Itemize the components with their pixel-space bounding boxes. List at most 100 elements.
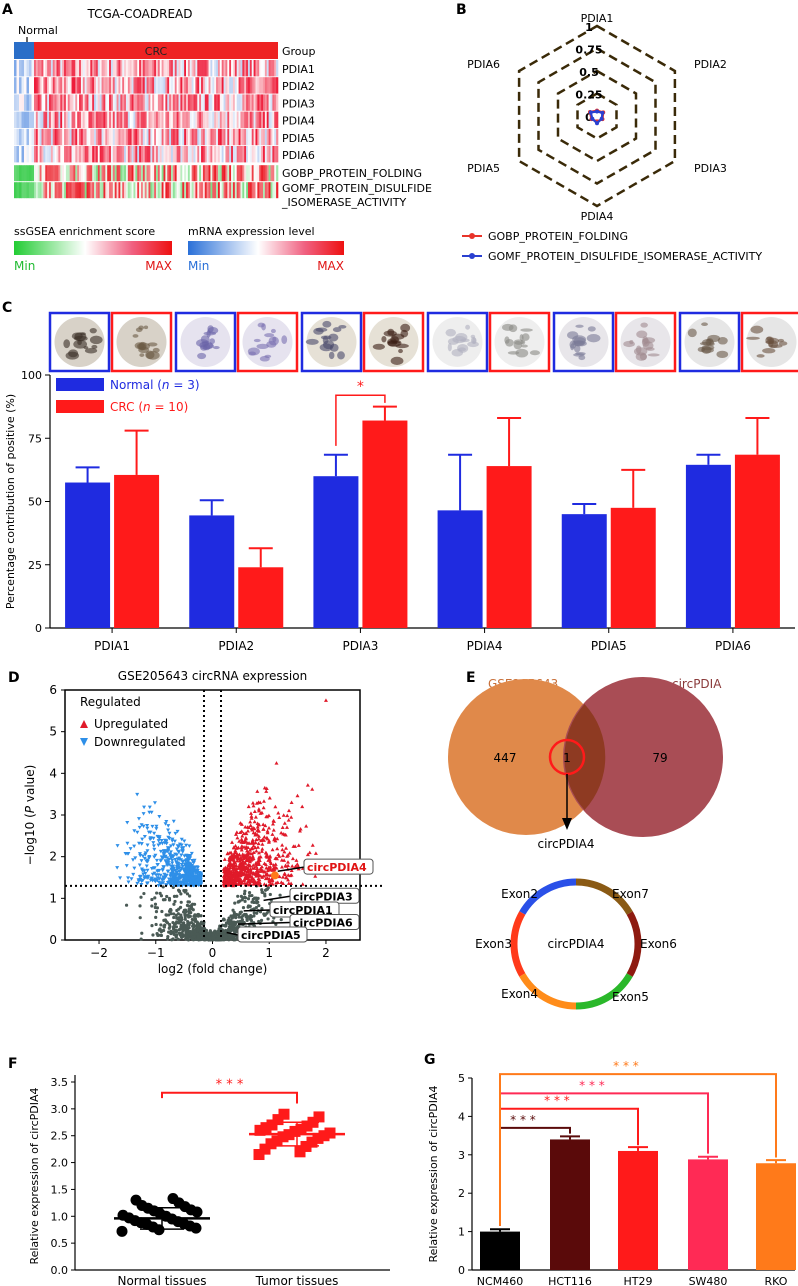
heatmap-cell [45, 60, 48, 77]
d-point-down [184, 843, 189, 848]
pathway-cell [165, 182, 168, 199]
heatmap-cell [264, 146, 268, 163]
pathway-cell [171, 182, 174, 199]
pathway-cell [92, 165, 95, 182]
d-point-down [155, 863, 160, 867]
heatmap-cell [58, 128, 61, 146]
heatmap-cell [64, 111, 67, 128]
heatmap-cell [105, 94, 108, 111]
heatmap-cell [107, 60, 110, 77]
heatmap-cell [193, 128, 196, 146]
heatmap-cell [221, 146, 224, 163]
d-point-down [198, 879, 203, 884]
pathway-cell [97, 182, 100, 199]
ihc-stain-spot [770, 344, 783, 348]
heatmap-cell [47, 77, 50, 94]
heatmap-cell [214, 111, 217, 128]
heatmap-cell [272, 94, 275, 111]
d-point-up [238, 870, 243, 874]
heatmap-cell [165, 77, 168, 94]
d-point-down [123, 851, 128, 856]
ihc-stain-spot [750, 325, 764, 334]
d-point-nonsig [243, 889, 247, 893]
heatmap-cell [77, 60, 80, 77]
heatmap-cell-normal [19, 128, 22, 146]
heatmap-cell [52, 60, 55, 77]
d-point-nonsig [168, 924, 172, 929]
heatmap-cell [140, 146, 144, 163]
heatmap-cell [35, 77, 39, 94]
heatmap-cell [139, 60, 142, 77]
d-callout-box [289, 914, 360, 930]
d-point-up [258, 866, 263, 871]
d-point-down [145, 881, 150, 886]
d-point-nonsig [187, 904, 191, 908]
heatmap-cell [52, 128, 55, 146]
d-point-up [257, 880, 262, 885]
d-point-nonsig [138, 916, 142, 920]
pathway-cell [204, 182, 207, 199]
d-point-up [256, 800, 261, 804]
ihc-stain-spot [502, 323, 514, 331]
heatmap-cell [225, 60, 228, 77]
pathway-cell [77, 165, 80, 182]
ihc-stain-spot [467, 341, 479, 348]
heatmap-cell [79, 77, 82, 94]
d-point-up [265, 829, 270, 833]
panel-b: B PDIA1PDIA2PDIA3PDIA4PDIA5PDIA600.250.5… [456, 2, 762, 263]
pathway-cell [272, 182, 275, 199]
heatmap-cell [86, 77, 89, 94]
d-point-up [237, 839, 242, 843]
heatmap-cell [244, 146, 247, 163]
pathway-cell [137, 165, 140, 182]
f-y-tick-label: 2.5 [51, 1130, 69, 1143]
d-point-up [270, 822, 275, 826]
heatmap-cell [251, 60, 254, 77]
heatmap-cell [107, 128, 110, 146]
d-point-nonsig [236, 920, 240, 924]
g-x-tick-label: HCT116 [548, 1275, 592, 1286]
heatmap-cell [212, 128, 215, 146]
heatmap-cell [231, 77, 234, 94]
heatmap-cell [105, 128, 108, 146]
heatmap-cell [206, 128, 209, 146]
pathway-cell [186, 165, 189, 182]
d-point-up [251, 856, 256, 860]
heatmap-cell [178, 77, 181, 94]
heatmap-cell [97, 77, 100, 94]
panel-label-a: A [2, 2, 13, 18]
heatmap-cell [204, 111, 207, 128]
pathway-cell [73, 165, 76, 182]
heatmap-cell [131, 60, 134, 77]
radar-grid-ring [537, 47, 657, 185]
d-point-down [115, 844, 120, 848]
heatmap-cell [272, 146, 275, 163]
d-point-up [227, 857, 232, 861]
heatmap-cell-normal [21, 111, 25, 128]
pathway-cell [62, 182, 65, 199]
heatmap-cell [107, 111, 110, 128]
f-x-tick-label: Tumor tissues [255, 1274, 339, 1286]
heatmap-cell [101, 111, 104, 128]
d-point-nonsig [139, 895, 143, 899]
pathway-cell [64, 182, 67, 199]
heatmap-cell [274, 111, 277, 128]
d-point-up [267, 855, 272, 859]
d-callout-box [303, 858, 374, 875]
heatmap-cell [137, 60, 140, 77]
d-point-up [284, 825, 289, 829]
heatmap-cell [129, 146, 132, 163]
heatmap-cell [259, 94, 262, 111]
d-point-nonsig [177, 907, 181, 911]
pathway-cell [202, 165, 206, 182]
legend-mrna-min: Min [188, 259, 209, 273]
d-point-up [231, 854, 236, 858]
heatmap-cell [206, 60, 209, 77]
pathway-cell [101, 165, 104, 182]
heatmap-cell [84, 128, 87, 146]
heatmap-cell [174, 146, 177, 163]
d-point-up [256, 876, 261, 881]
heatmap-cell [152, 60, 155, 77]
d-point-down [179, 858, 184, 862]
legend-ssgsea-title: ssGSEA enrichment score [14, 225, 155, 238]
